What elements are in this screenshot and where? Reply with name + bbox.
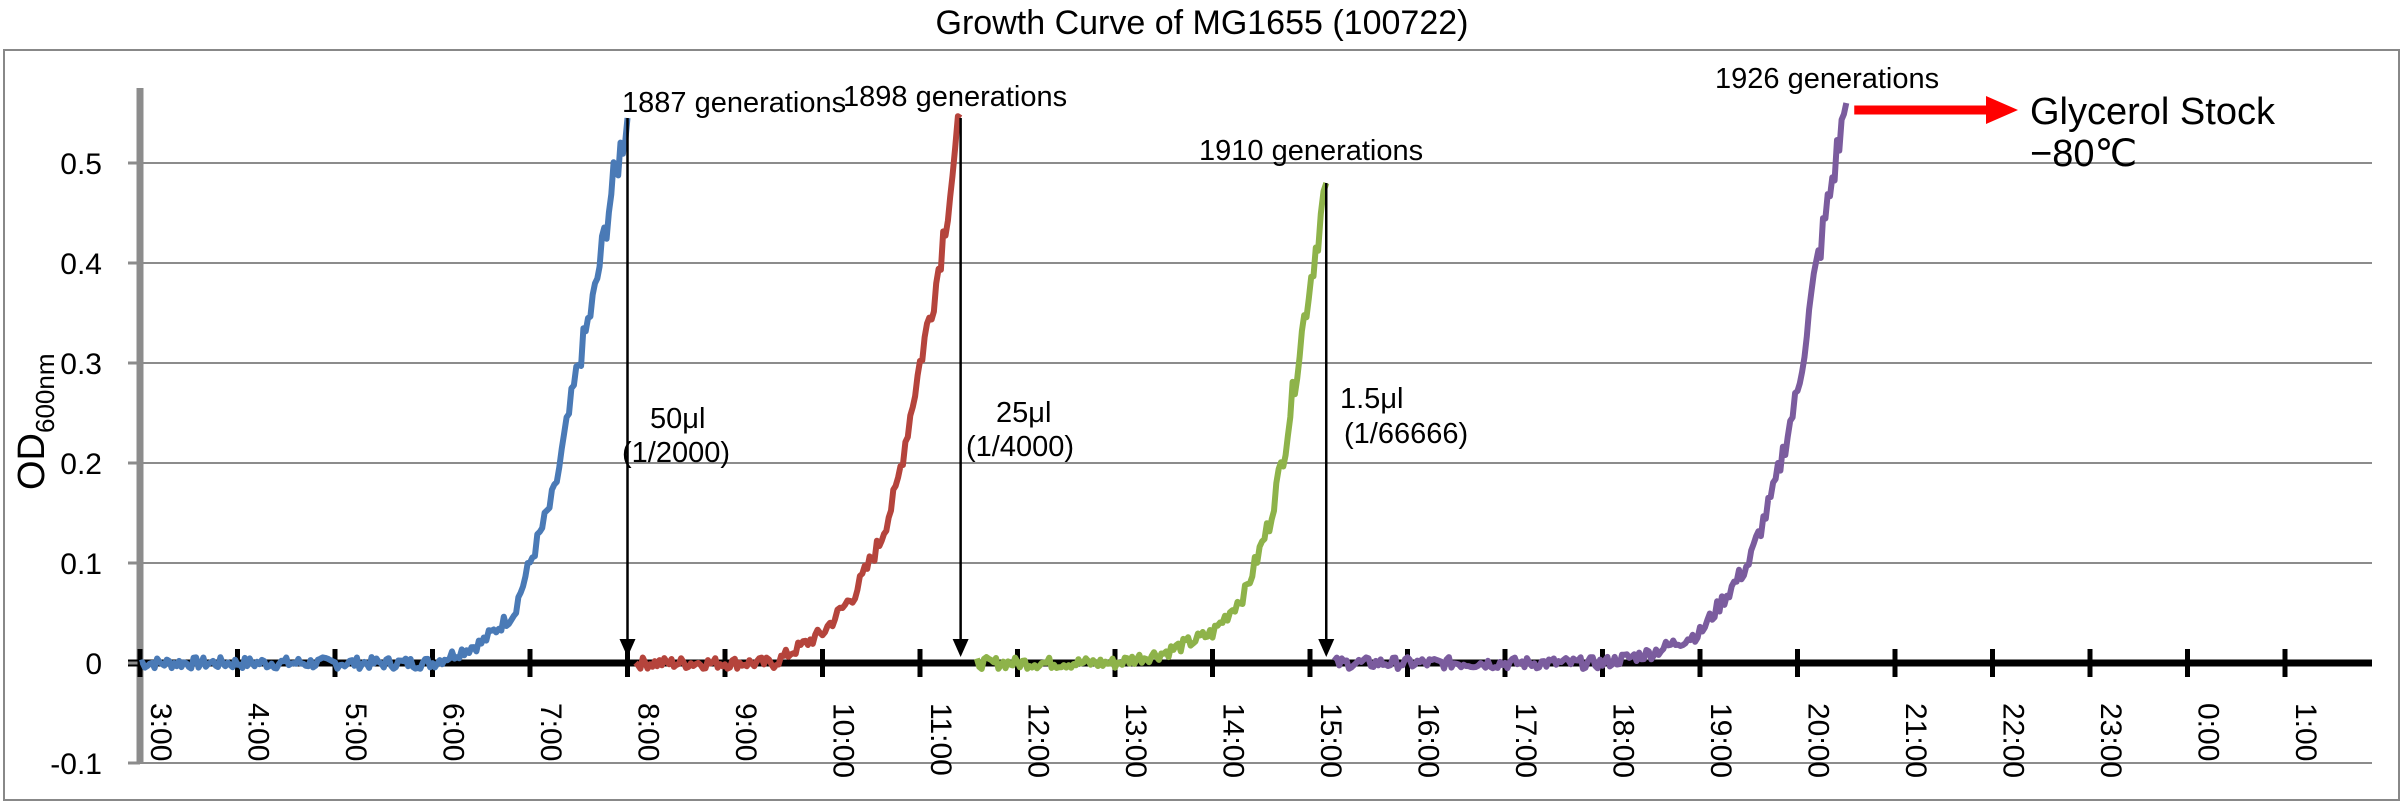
dilution-labels: 50μl (1/2000) 25μl (1/4000) 1.5μl (1/666… xyxy=(622,383,1468,469)
series-2-line xyxy=(633,113,963,672)
x-tick-label: 7:00 xyxy=(534,703,567,761)
generation-label-4: 1926 generations xyxy=(1715,63,1939,95)
y-tick-label: 0.2 xyxy=(60,448,102,481)
dilution-arrow-head xyxy=(619,639,636,657)
y-axis-label-main: OD xyxy=(11,433,53,490)
x-tick-label: 16:00 xyxy=(1412,703,1445,778)
chart-title: Growth Curve of MG1655 (100722) xyxy=(936,4,1469,42)
generation-label-3: 1910 generations xyxy=(1199,135,1423,167)
stock-arrow-head xyxy=(1986,96,2018,124)
x-tick-label: 15:00 xyxy=(1314,703,1347,778)
x-tick-label: 5:00 xyxy=(339,703,372,761)
y-axis-label-subscript: 600nm xyxy=(30,354,60,434)
dilution-3-volume: 1.5μl xyxy=(1340,383,1403,415)
x-tick-label: 4:00 xyxy=(242,703,275,761)
x-tick-label: 19:00 xyxy=(1704,703,1737,778)
x-tick-label: 10:00 xyxy=(827,703,860,778)
x-tick-label: 1:00 xyxy=(2289,703,2322,761)
stock-note-line1: Glycerol Stock xyxy=(2030,91,2276,133)
dilution-arrow-head xyxy=(1318,639,1335,657)
dilution-arrow-head xyxy=(952,639,969,657)
x-tick-label: 17:00 xyxy=(1509,703,1542,778)
dilution-1-volume: 50μl xyxy=(650,403,705,435)
glycerol-stock-note: Glycerol Stock −80℃ xyxy=(2030,91,2276,175)
series-4-line xyxy=(1332,102,1850,672)
dilution-3-ratio: (1/66666) xyxy=(1344,418,1468,450)
y-tick-label: 0 xyxy=(85,648,102,681)
x-tick-label: 22:00 xyxy=(1997,703,2030,778)
generation-label-2: 1898 generations xyxy=(843,81,1067,113)
x-tick-labels: 3:00 4:00 5:00 6:00 7:00 8:00 9:00 10:00 11:00 12… xyxy=(144,703,2322,778)
series-3-line xyxy=(974,182,1330,672)
y-tick-label: 0.3 xyxy=(60,348,102,381)
dilution-2-ratio: (1/4000) xyxy=(966,431,1074,463)
x-tick-label: 6:00 xyxy=(437,703,470,761)
x-tick-label: 14:00 xyxy=(1217,703,1250,778)
y-tick-labels: -0.1 0 0.1 0.2 0.3 0.4 0.5 xyxy=(50,148,102,781)
x-tick-label: 20:00 xyxy=(1802,703,1835,778)
stock-note-line2: −80℃ xyxy=(2030,133,2137,175)
generation-label-1: 1887 generations xyxy=(622,87,846,119)
y-tick-label: 0.4 xyxy=(60,248,102,281)
x-tick-label: 0:00 xyxy=(2192,703,2225,761)
y-tick-label: 0.5 xyxy=(60,148,102,181)
y-axis-label: OD600nm xyxy=(11,354,60,491)
x-tick-label: 3:00 xyxy=(144,703,177,761)
x-tick-label: 18:00 xyxy=(1607,703,1640,778)
chart-border xyxy=(3,49,2400,801)
x-tick-label: 11:00 xyxy=(924,703,957,776)
x-tick-label: 8:00 xyxy=(632,703,665,761)
x-tick-label: 12:00 xyxy=(1022,703,1055,778)
y-tick-label: -0.1 xyxy=(50,748,102,781)
dilution-2-volume: 25μl xyxy=(996,397,1051,429)
gridlines xyxy=(140,162,2372,764)
x-tick-label: 9:00 xyxy=(729,703,762,761)
x-tick-label: 23:00 xyxy=(2094,703,2127,778)
dilution-1-ratio: (1/2000) xyxy=(622,437,730,469)
x-tick-label: 13:00 xyxy=(1119,703,1152,778)
series-lines xyxy=(139,102,1850,672)
series-1-line xyxy=(139,117,631,672)
y-tick-label: 0.1 xyxy=(60,548,102,581)
x-tick-label: 21:00 xyxy=(1899,703,1932,778)
